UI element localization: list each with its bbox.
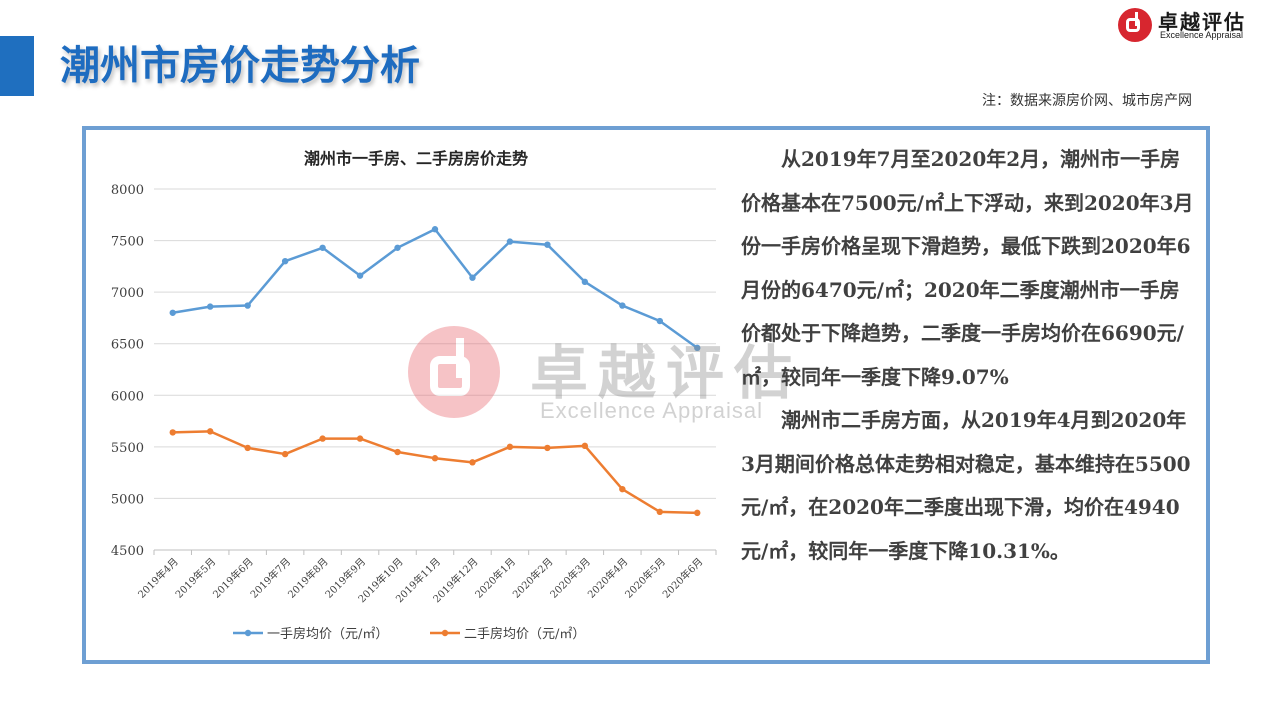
logo-mark-icon	[1118, 8, 1152, 42]
data-point	[281, 258, 289, 265]
analysis-text: 从2019年7月至2020年2月，潮州市一手房价格基本在7500元/㎡上下浮动，…	[741, 138, 1196, 573]
chart-series	[169, 226, 701, 517]
data-point	[356, 272, 364, 279]
data-point	[207, 303, 214, 310]
series-line-new-homes	[172, 227, 698, 349]
page-title: 潮州市房价走势分析	[60, 43, 420, 89]
data-point	[656, 508, 663, 516]
data-point	[469, 274, 476, 281]
data-point	[356, 435, 364, 442]
x-axis-labels: 2019年4月2019年5月2019年6月2019年7月2019年8月2019年…	[135, 549, 717, 605]
title-accent-bar	[0, 36, 34, 96]
y-tick-label: 7500	[111, 235, 144, 250]
data-point	[619, 302, 626, 309]
data-point	[244, 302, 251, 309]
analysis-paragraph-new-homes: 从2019年7月至2020年2月，潮州市一手房价格基本在7500元/㎡上下浮动，…	[741, 147, 1194, 389]
y-axis-labels: 4500 5000 5500 6000 6500 7000 7500 8000	[111, 183, 144, 559]
y-tick-label: 4500	[111, 544, 144, 559]
data-point	[394, 244, 401, 251]
data-point	[619, 485, 626, 493]
data-point	[469, 459, 476, 466]
content-frame	[82, 126, 1210, 664]
data-point	[394, 448, 401, 456]
analysis-paragraph-resale-homes: 潮州市二手房方面，从2019年4月到2020年3月期间价格总体走势相对稳定，基本…	[741, 408, 1191, 563]
data-point	[431, 226, 439, 233]
series-line-resale-homes	[172, 430, 698, 515]
logo-text-cn: 卓越评估	[1158, 10, 1246, 34]
legend-marker	[244, 629, 252, 637]
price-trend-chart: 潮州市一手房、二手房房价走势 4500 5000 5500 6000 6500 7000 7…	[111, 149, 717, 642]
logo-text-en: Excellence Appraisal	[1160, 30, 1244, 40]
chart-legend: 一手房均价（元/㎡） 二手房均价（元/㎡）	[233, 626, 585, 642]
data-point	[544, 241, 551, 248]
data-point	[281, 450, 289, 458]
data-point	[581, 278, 589, 286]
data-point	[506, 238, 514, 245]
data-point	[656, 317, 663, 325]
data-point	[169, 429, 176, 436]
legend-label: 二手房均价（元/㎡）	[464, 626, 585, 642]
y-tick-label: 8000	[111, 183, 144, 198]
data-point	[506, 443, 514, 451]
y-tick-label: 5000	[111, 492, 144, 507]
data-point	[694, 509, 701, 517]
y-tick-label: 5500	[111, 441, 144, 456]
data-point	[544, 444, 551, 452]
data-point	[244, 444, 251, 452]
data-point	[581, 442, 589, 450]
legend-label: 一手房均价（元/㎡）	[267, 626, 388, 642]
company-logo: 卓越评估 Excellence Appraisal	[1118, 6, 1268, 44]
y-tick-label: 6000	[111, 389, 144, 404]
data-point	[694, 344, 701, 352]
data-point	[169, 309, 176, 316]
source-note: 注：数据来源房价网、城市房产网	[982, 93, 1192, 109]
data-point	[319, 244, 326, 251]
data-point	[207, 428, 214, 435]
x-tick-label: 2020年6月	[660, 555, 706, 601]
data-point	[431, 455, 439, 462]
data-point	[319, 435, 326, 442]
chart-title: 潮州市一手房、二手房房价走势	[304, 149, 528, 168]
legend-marker	[441, 629, 449, 637]
y-tick-label: 7000	[111, 286, 144, 301]
y-tick-label: 6500	[111, 338, 144, 353]
